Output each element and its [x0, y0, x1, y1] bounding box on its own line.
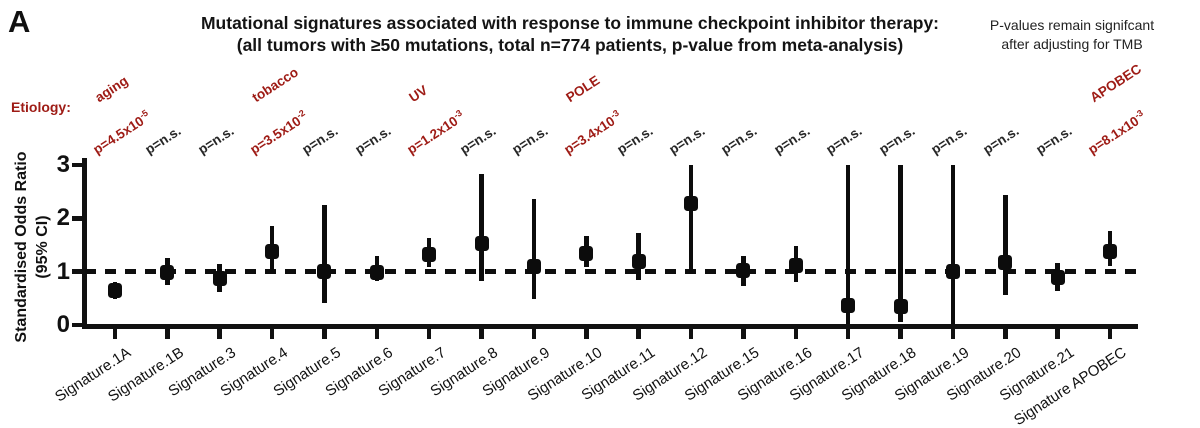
y-tick-label: 2: [56, 204, 70, 232]
p-value-label: p=n.s.: [666, 123, 708, 158]
p-value-label: p=n.s.: [299, 123, 341, 158]
x-axis-tick: [217, 329, 222, 339]
odds-ratio-marker: [212, 271, 227, 287]
odds-ratio-marker: [1050, 269, 1065, 285]
tmb-note-line1: P-values remain signifcant: [989, 17, 1155, 33]
p-value-label: p=n.s.: [823, 123, 865, 158]
x-axis-tick: [269, 329, 275, 339]
ci-whisker: [845, 165, 851, 325]
x-axis-tick: [1003, 329, 1008, 339]
etiology-label: tobacco: [249, 64, 301, 106]
x-axis-tick: [165, 329, 170, 339]
odds-ratio-marker: [631, 253, 646, 269]
p-value-label: p=4.5x10-5: [90, 107, 150, 158]
odds-ratio-marker: [684, 195, 699, 211]
odds-ratio-marker: [317, 264, 332, 280]
x-axis-line: [82, 324, 1138, 329]
y-tick-label: 3: [56, 151, 70, 178]
p-value-label: p=n.s.: [195, 123, 237, 158]
ci-whisker: [1003, 194, 1008, 295]
x-axis-tick: [793, 329, 799, 339]
odds-ratio-marker: [265, 243, 280, 259]
p-value-label: p=3.5x10-2: [247, 107, 307, 158]
p-value-label: p=n.s.: [718, 123, 760, 158]
panel-label: A: [8, 4, 31, 39]
odds-ratio-marker: [893, 298, 908, 314]
x-axis-tick: [845, 329, 851, 339]
y-axis-tick: [72, 216, 82, 221]
odds-ratio-marker: [998, 255, 1013, 271]
p-value-label: p=n.s.: [1032, 123, 1075, 158]
x-axis-tick: [426, 329, 432, 339]
p-value-label: p=n.s.: [980, 123, 1022, 158]
x-axis-tick: [112, 329, 118, 339]
y-tick-label: 0: [56, 311, 70, 338]
ci-whisker: [531, 199, 537, 299]
etiology-label: UV: [406, 82, 431, 106]
p-value-label: p=8.1x10-3: [1085, 107, 1145, 158]
etiology-label: POLE: [563, 72, 603, 106]
ci-whisker: [479, 174, 484, 282]
odds-ratio-marker: [108, 283, 122, 299]
ci-whisker: [688, 165, 694, 275]
reference-line-or1: [85, 269, 1143, 274]
p-value-label: p=n.s.: [142, 123, 184, 158]
odds-ratio-marker: [945, 264, 960, 280]
y-axis-tick: [72, 322, 82, 328]
odds-ratio-marker: [526, 258, 541, 274]
etiology-label: aging: [92, 72, 131, 106]
odds-ratio-marker: [474, 236, 489, 252]
x-axis-tick: [322, 329, 327, 339]
chart-title-line1: Mutational signatures associated with re…: [200, 13, 940, 33]
x-axis-tick: [636, 329, 641, 339]
x-axis-tick: [374, 329, 380, 339]
p-value-label: p=n.s.: [613, 123, 656, 158]
y-axis-tick: [72, 269, 82, 274]
x-axis-tick: [584, 329, 589, 339]
chart-title: Mutational signatures associated with re…: [150, 12, 990, 56]
odds-ratio-marker: [160, 265, 175, 281]
odds-ratio-marker: [788, 258, 803, 274]
ci-whisker: [898, 165, 903, 323]
x-axis-tick: [950, 329, 956, 339]
tmb-note-line2: after adjusting for TMB: [1001, 36, 1143, 52]
x-axis-tick: [688, 329, 694, 339]
y-axis-line: [82, 158, 87, 329]
p-value-label: p=n.s.: [509, 123, 551, 158]
p-value-label: p=n.s.: [771, 123, 813, 158]
x-axis-tick: [898, 329, 903, 339]
y-axis-title-line1: Standardised Odds Ratio: [13, 151, 30, 343]
p-value-label: p=n.s.: [875, 123, 918, 158]
etiology-label: APOBEC: [1087, 61, 1144, 106]
x-axis-tick: [479, 329, 484, 339]
ci-whisker: [950, 165, 956, 324]
ci-whisker: [322, 205, 327, 303]
p-value-label: p=n.s.: [928, 123, 970, 158]
x-axis-tick: [531, 329, 537, 339]
odds-ratio-marker: [579, 246, 594, 262]
p-value-label: p=n.s.: [352, 123, 394, 158]
odds-ratio-marker: [841, 297, 856, 313]
odds-ratio-marker: [422, 247, 437, 263]
odds-ratio-marker: [369, 265, 384, 281]
p-value-label: p=3.4x10-3: [561, 107, 622, 158]
tmb-note: P-values remain signifcant after adjusti…: [972, 16, 1172, 54]
p-value-label: p=1.2x10-3: [404, 107, 465, 158]
p-value-label: p=n.s.: [456, 123, 499, 158]
y-tick-label: 1: [56, 257, 70, 285]
chart-title-line2: (all tumors with ≥50 mutations, total n=…: [236, 35, 904, 55]
y-axis-tick: [72, 162, 82, 168]
odds-ratio-marker: [1103, 244, 1118, 260]
x-axis-tick: [1055, 329, 1060, 339]
odds-ratio-marker: [736, 263, 751, 279]
x-axis-tick: [741, 329, 746, 339]
etiology-header: Etiology:: [11, 99, 71, 115]
x-axis-tick: [1107, 329, 1113, 339]
